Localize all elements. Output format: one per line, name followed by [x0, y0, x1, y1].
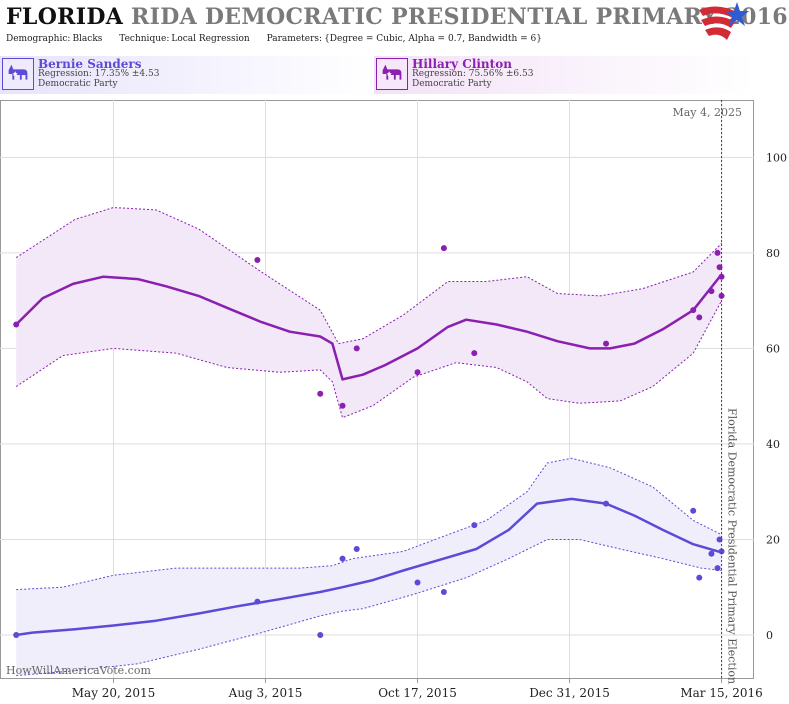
data-point [317, 632, 324, 639]
data-point [690, 307, 697, 314]
band-lower-line [16, 539, 722, 677]
y-tick-label: 80 [766, 247, 780, 260]
band-upper-line [15, 206, 722, 345]
data-point [254, 598, 261, 605]
parameters-label: Parameters: [266, 34, 323, 44]
data-point [339, 555, 346, 562]
data-point [714, 565, 721, 572]
legend-party: Democratic Party [38, 79, 118, 89]
data-point [339, 402, 346, 409]
y-tick-label: 100 [766, 151, 787, 164]
title-state: FLORIDA [6, 4, 124, 30]
data-point [13, 632, 20, 639]
demographic-value: Blacks [72, 34, 103, 44]
confidence-band [16, 207, 722, 418]
data-point [440, 245, 447, 252]
data-point [414, 579, 421, 586]
legend-regression: Regression: 17.35% ±4.53 [38, 69, 160, 79]
data-point [603, 500, 610, 507]
data-point [716, 536, 723, 543]
x-tick-label: Dec 31, 2015 [529, 686, 610, 700]
date-label: May 4, 2025 [672, 106, 742, 119]
data-point [718, 548, 725, 555]
legend-regression: Regression: 75.56% ±6.53 [412, 69, 534, 79]
technique-label: Technique: [119, 34, 170, 44]
data-point [690, 507, 697, 514]
x-tick-label: Mar 15, 2016 [680, 686, 762, 700]
chart-area: 0 20 40 60 80 100 May 20, 2015 Aug 3, 2015 Oct 1… [0, 100, 787, 700]
band-lower-line [15, 300, 723, 419]
legend-name: Hillary Clinton [412, 57, 512, 71]
data-point [708, 288, 715, 295]
trend-line [16, 497, 722, 637]
data-point [718, 292, 725, 299]
legend-party: Democratic Party [412, 79, 492, 89]
site-logo-icon[interactable] [697, 0, 749, 50]
data-point [696, 574, 703, 581]
donkey-icon [2, 58, 34, 90]
page-title: FLORIDA RIDA DEMOCRATIC PRESIDENTIAL PRI… [6, 4, 788, 30]
parameters-value: {Degree = Cubic, Alpha = 0.7, Bandwidth … [324, 34, 543, 44]
trend-line [15, 273, 723, 381]
data-point [714, 249, 721, 256]
y-tick-label: 60 [766, 342, 780, 355]
y-tick-label: 0 [766, 629, 773, 642]
technique-value: Local Regression [171, 34, 250, 44]
data-point [471, 350, 478, 357]
data-point [414, 369, 421, 376]
data-point [13, 321, 20, 328]
band-upper-line [16, 457, 722, 591]
data-point [708, 550, 715, 557]
legend-name: Bernie Sanders [38, 57, 142, 71]
data-point [440, 589, 447, 596]
watermark: HowWillAmericaVote.com [6, 664, 151, 677]
y-tick-label: 20 [766, 533, 780, 546]
y-tick-label: 40 [766, 438, 780, 451]
data-point [353, 546, 360, 553]
header: FLORIDA RIDA DEMOCRATIC PRESIDENTIAL PRI… [0, 0, 789, 56]
confidence-band [16, 458, 722, 676]
data-point [716, 264, 723, 271]
data-point [696, 314, 703, 321]
x-tick-label: Oct 17, 2015 [378, 686, 457, 700]
legend-bernie-sanders[interactable]: Bernie Sanders Regression: 17.35% ±4.53 … [0, 56, 378, 94]
x-tick-label: Aug 3, 2015 [228, 686, 303, 700]
data-point [317, 390, 324, 397]
legend-hillary-clinton[interactable]: Hillary Clinton Regression: 75.56% ±6.53… [374, 56, 754, 94]
demographic-label: Demographic: [6, 34, 71, 44]
parameters-line: Demographic: Blacks Technique: Local Regre… [6, 34, 556, 44]
data-point [471, 522, 478, 529]
title-rest: RIDA DEMOCRATIC PRESIDENTIAL PRIMARY 201… [131, 4, 788, 30]
donkey-icon [376, 58, 408, 90]
data-point [603, 340, 610, 347]
x-tick-label: May 20, 2015 [72, 686, 155, 700]
data-point [254, 257, 261, 264]
election-label: Florida Democratic Presidential Primary … [726, 408, 739, 684]
data-point [353, 345, 360, 352]
